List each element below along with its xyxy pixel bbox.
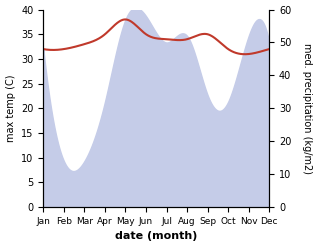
X-axis label: date (month): date (month): [115, 231, 197, 242]
Y-axis label: med. precipitation (kg/m2): med. precipitation (kg/m2): [302, 43, 313, 174]
Y-axis label: max temp (C): max temp (C): [5, 75, 16, 142]
